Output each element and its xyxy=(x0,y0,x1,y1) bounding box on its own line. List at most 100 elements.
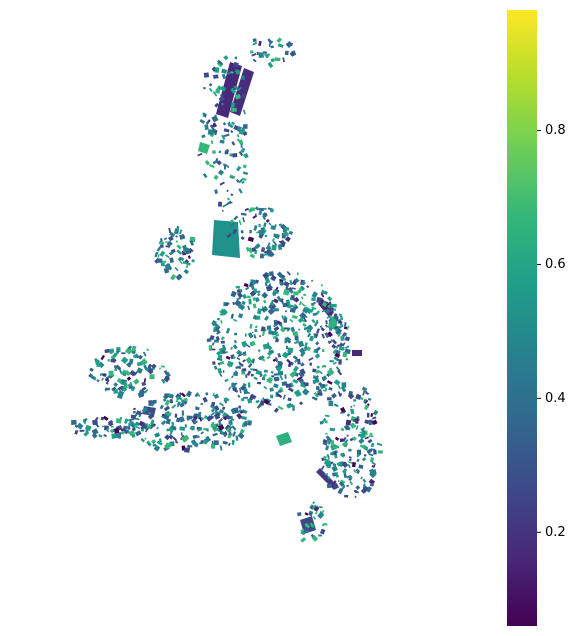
building xyxy=(248,207,255,213)
building xyxy=(308,357,314,362)
building xyxy=(175,235,178,238)
building xyxy=(324,473,329,476)
building xyxy=(160,244,164,248)
building xyxy=(262,272,270,279)
building xyxy=(304,512,309,516)
building xyxy=(218,95,226,102)
building xyxy=(204,160,210,166)
building xyxy=(244,333,247,337)
building xyxy=(220,320,223,324)
building xyxy=(209,335,215,341)
building xyxy=(247,363,253,369)
building xyxy=(229,221,236,227)
building xyxy=(339,346,345,351)
building xyxy=(377,450,383,454)
building xyxy=(358,437,365,445)
building xyxy=(311,291,318,299)
building xyxy=(168,250,175,256)
building xyxy=(243,124,248,129)
building xyxy=(350,405,353,409)
building xyxy=(304,529,309,534)
building xyxy=(112,388,119,394)
building xyxy=(366,448,373,455)
building xyxy=(103,434,107,438)
building xyxy=(163,237,168,241)
building xyxy=(232,431,237,437)
building xyxy=(366,412,370,418)
building xyxy=(314,511,318,515)
building xyxy=(164,375,171,381)
building xyxy=(355,418,359,424)
building xyxy=(240,212,247,216)
building xyxy=(242,109,246,115)
building xyxy=(331,303,337,308)
building xyxy=(215,88,221,94)
building xyxy=(222,370,225,373)
building xyxy=(231,71,234,74)
building xyxy=(298,378,305,384)
building xyxy=(120,369,129,377)
building xyxy=(165,418,171,425)
building xyxy=(246,370,252,376)
building xyxy=(318,381,324,388)
building xyxy=(207,129,214,135)
building xyxy=(366,486,372,493)
building xyxy=(311,306,317,311)
building xyxy=(89,367,94,372)
building xyxy=(235,69,241,75)
building xyxy=(363,399,369,405)
building xyxy=(270,209,274,213)
building xyxy=(171,421,175,426)
building xyxy=(311,303,315,306)
building xyxy=(216,317,220,321)
building xyxy=(221,73,227,80)
building xyxy=(283,289,290,296)
building xyxy=(321,333,325,339)
building xyxy=(226,360,234,368)
building xyxy=(262,215,266,221)
building xyxy=(325,320,328,325)
building xyxy=(213,174,219,181)
building xyxy=(223,165,226,170)
building xyxy=(282,230,289,237)
building xyxy=(370,442,375,448)
building xyxy=(372,469,377,475)
building xyxy=(221,406,226,411)
building xyxy=(235,285,240,289)
building xyxy=(296,376,303,381)
building xyxy=(325,432,328,435)
building xyxy=(225,397,230,402)
building xyxy=(121,385,128,392)
building xyxy=(273,331,279,336)
building xyxy=(184,424,188,428)
building xyxy=(255,399,260,404)
building xyxy=(338,320,343,324)
building xyxy=(129,369,136,377)
building xyxy=(251,359,255,364)
building xyxy=(265,53,269,59)
building xyxy=(179,392,182,396)
building xyxy=(239,387,242,394)
building xyxy=(231,121,236,126)
building xyxy=(324,414,330,418)
building xyxy=(133,378,140,385)
building xyxy=(352,350,362,356)
building xyxy=(260,253,264,259)
building xyxy=(337,480,340,482)
building xyxy=(315,319,319,325)
building xyxy=(341,461,349,468)
building xyxy=(275,365,279,369)
building xyxy=(152,399,157,404)
building xyxy=(210,140,214,145)
building xyxy=(332,445,338,449)
building xyxy=(277,389,282,394)
building xyxy=(220,85,227,92)
building xyxy=(259,400,265,406)
building xyxy=(343,473,347,479)
building xyxy=(212,220,240,258)
building xyxy=(241,409,248,414)
building xyxy=(198,417,203,422)
building xyxy=(197,427,203,432)
building xyxy=(247,247,254,254)
building xyxy=(286,358,291,363)
